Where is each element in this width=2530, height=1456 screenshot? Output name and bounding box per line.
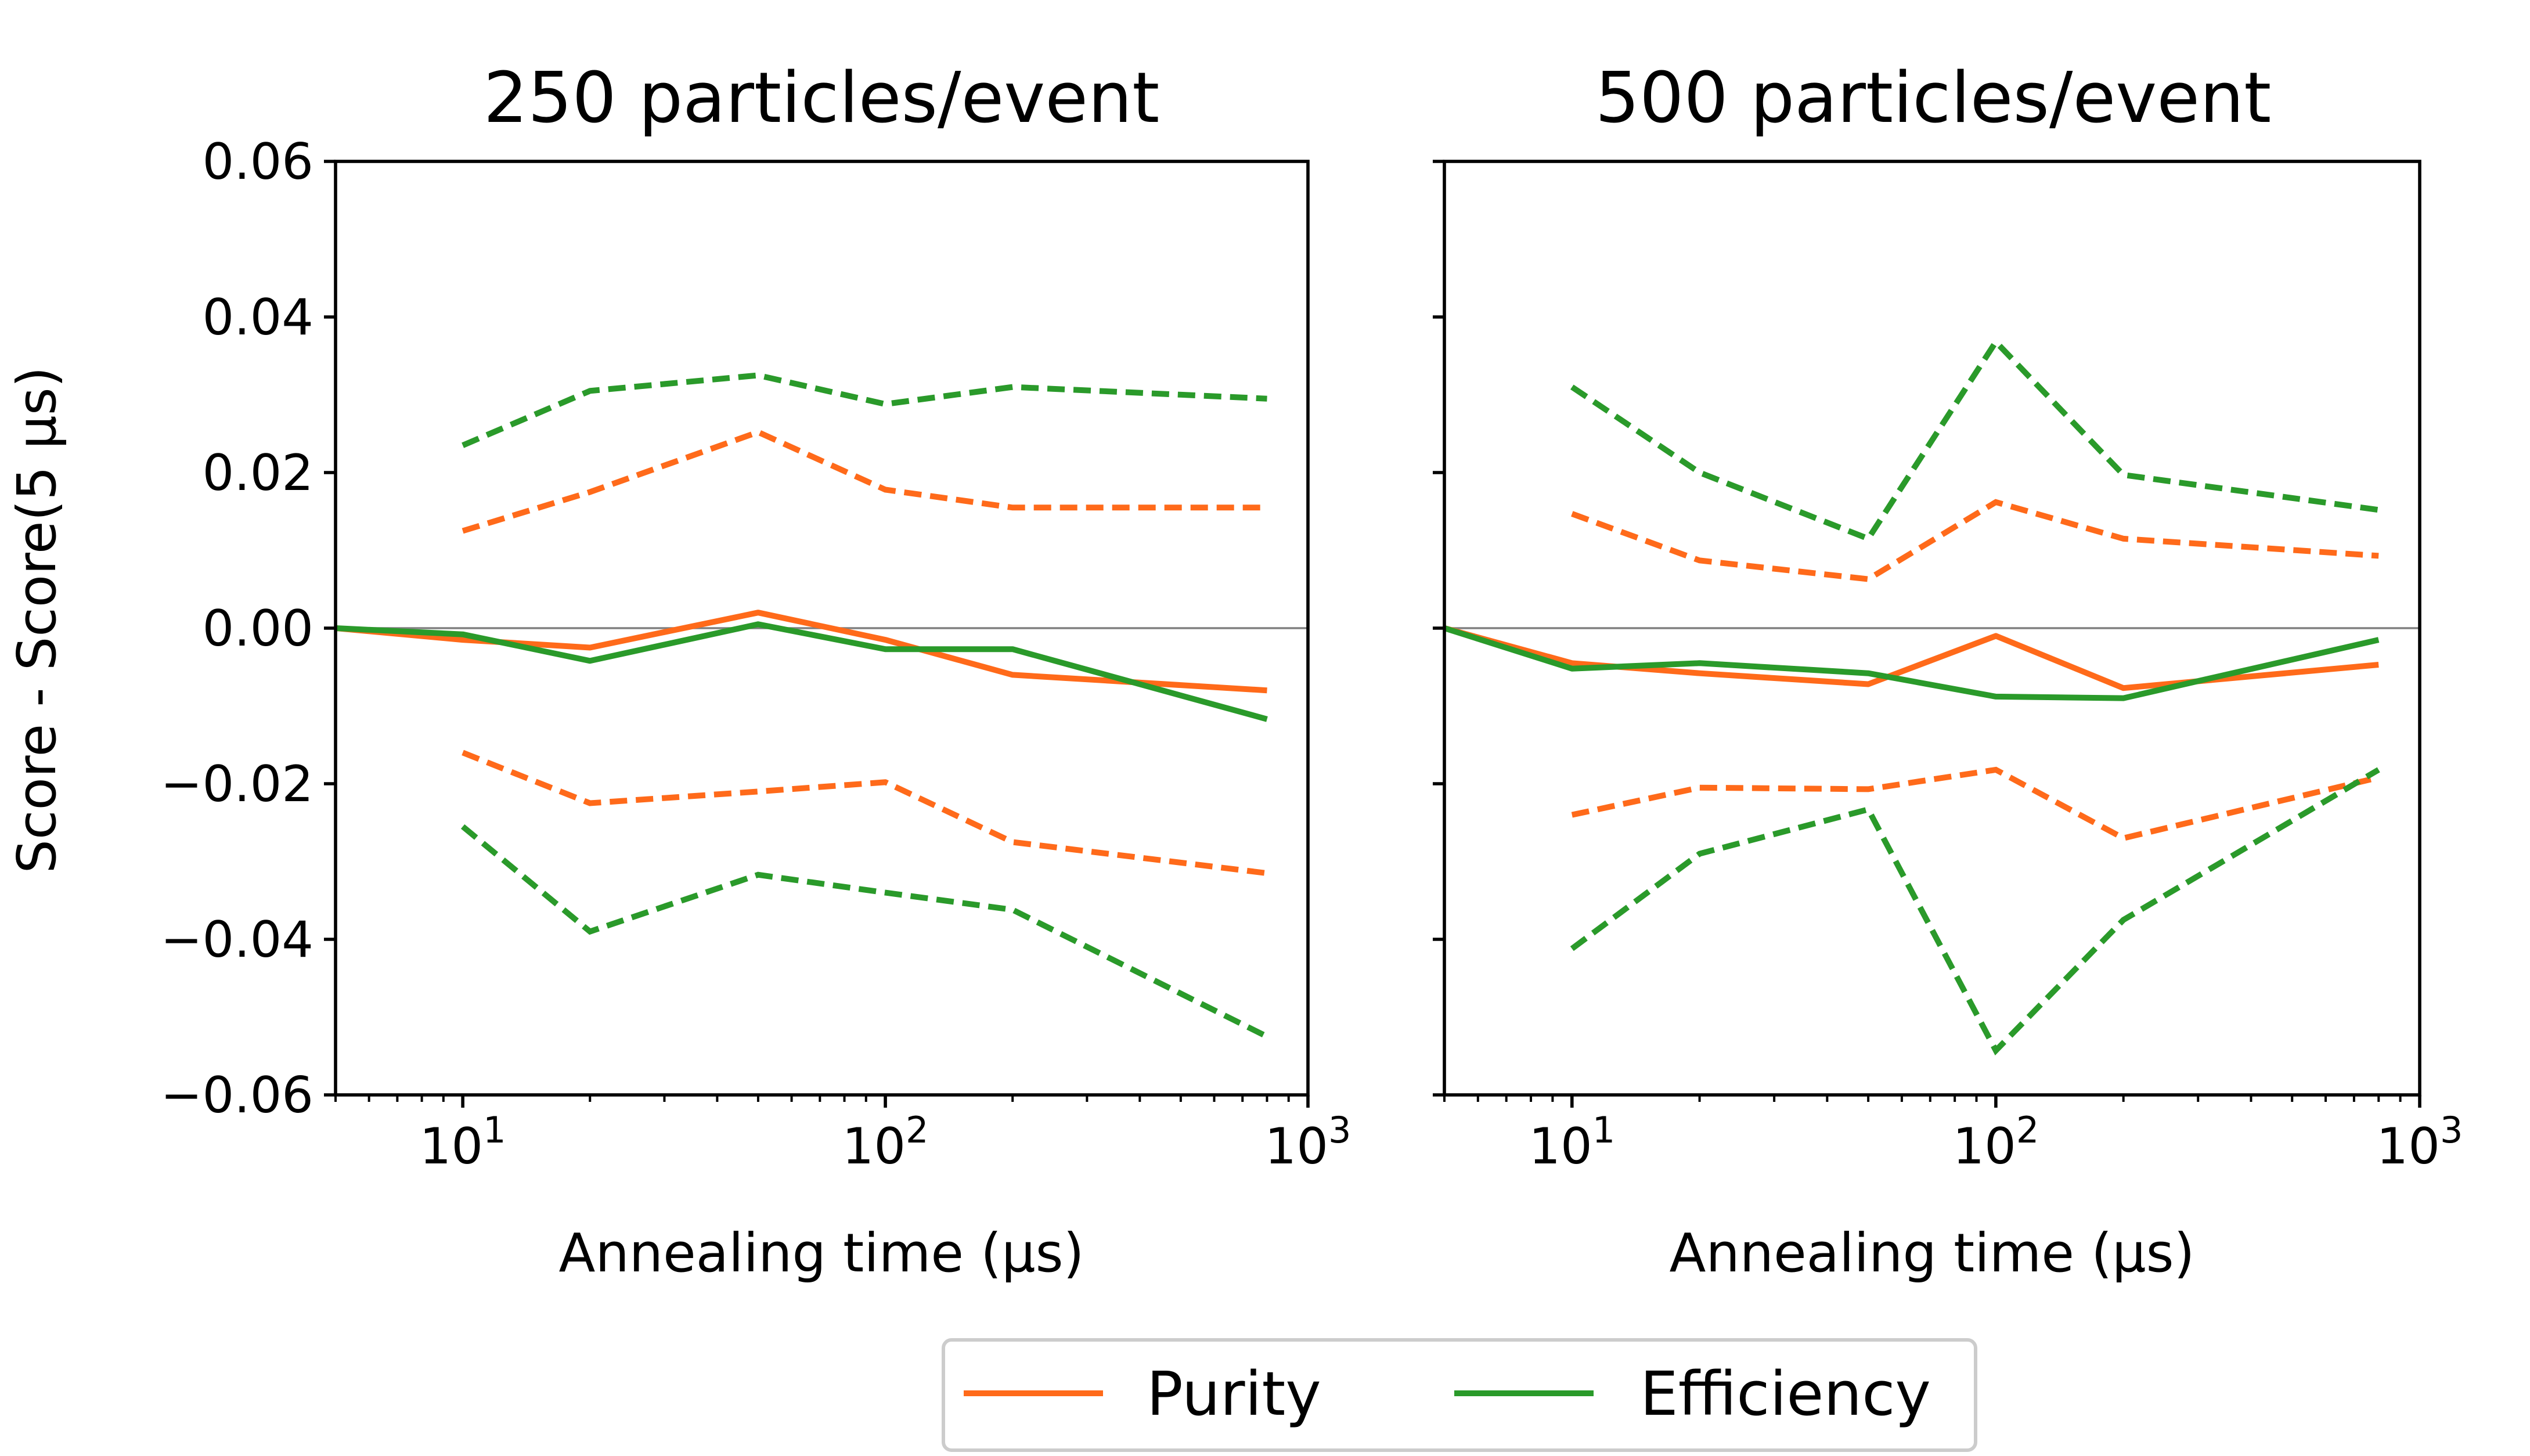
series-line-purity [1443, 625, 2379, 691]
legend: Purity Efficiency [942, 1338, 1977, 1452]
legend-label-purity: Purity [1147, 1358, 1321, 1429]
y-tick-label: 0.06 [203, 133, 313, 191]
series-line-purity-upper-bound [1571, 499, 2379, 582]
y-axis-label: Score - Score(5 μs) [6, 366, 68, 873]
series-line-purity-lower-bound [462, 749, 1268, 877]
panel-250-particles: 250 particles/event Annealing time (μs) … [160, 58, 1351, 1284]
y-tick-label: −0.02 [160, 755, 313, 813]
x-axis-label: Annealing time (μs) [559, 1222, 1084, 1284]
x-tick-label: 103 [2377, 1109, 2463, 1176]
plot-area [1443, 337, 2420, 1055]
legend-label-efficiency: Efficiency [1640, 1358, 1931, 1429]
series-line-efficiency [335, 621, 1268, 722]
y-tick-label: −0.06 [160, 1066, 313, 1125]
y-tick-label: 0.00 [203, 600, 313, 658]
series-line-efficiency-upper-bound [1570, 337, 2379, 543]
y-tick-label: 0.04 [203, 289, 313, 347]
x-tick-label: 102 [1952, 1109, 2039, 1176]
x-tick-label: 102 [842, 1109, 929, 1176]
series-line-purity [335, 610, 1267, 694]
x-tick-label: 101 [420, 1109, 506, 1176]
series-line-efficiency-upper-bound [462, 372, 1267, 448]
series-line-efficiency-lower-bound [460, 824, 1268, 1039]
panel-title: 500 particles/event [1595, 58, 2272, 139]
series-line-efficiency-lower-bound [1570, 767, 2380, 1055]
series-line-purity-upper-bound [462, 428, 1267, 534]
panel-500-particles: 500 particles/event Annealing time (μs) … [1433, 58, 2463, 1284]
x-tick-label: 103 [1265, 1109, 1352, 1176]
y-tick-label: −0.04 [160, 911, 313, 969]
plot-area [335, 372, 1308, 1039]
series-line-purity-lower-bound [1571, 766, 2380, 842]
series-line-efficiency [1443, 625, 2380, 701]
x-tick-label: 101 [1529, 1109, 1615, 1176]
x-axis-label: Annealing time (μs) [1670, 1222, 2195, 1284]
panel-title: 250 particles/event [484, 58, 1160, 139]
y-tick-label: 0.02 [203, 444, 313, 502]
